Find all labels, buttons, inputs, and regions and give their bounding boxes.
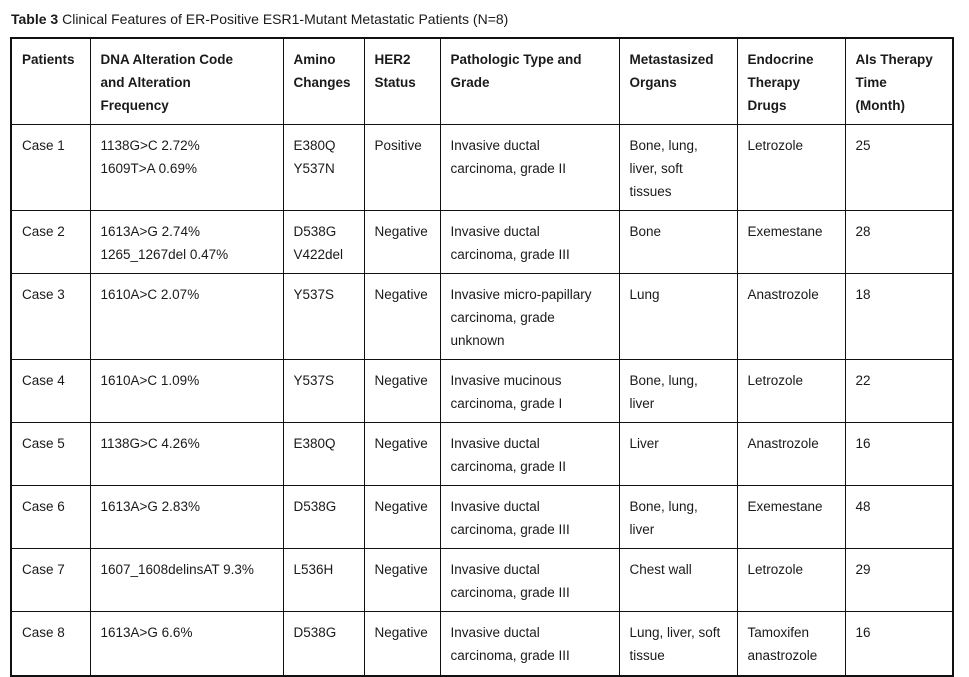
- cell-her2: Negative: [363, 485, 441, 549]
- cell-patient: Case 4: [10, 359, 91, 423]
- cell-dna: 1613A>G 6.6%: [89, 611, 284, 676]
- column-header-her2: HER2 Status: [363, 37, 441, 125]
- cell-her2: Negative: [363, 273, 441, 360]
- table-row: Case 2 1613A>G 2.74% 1265_1267del 0.47% D5…: [10, 210, 954, 274]
- cell-patient: Case 8: [10, 611, 91, 676]
- cell-drugs: Exemestane: [736, 210, 846, 274]
- table-caption: Table 3 Clinical Features of ER-Positive…: [11, 10, 969, 28]
- column-header-dna: DNA Alteration Code and Alteration Frequ…: [89, 37, 284, 125]
- column-header-time: AIs Therapy Time (Month): [844, 37, 954, 125]
- table-caption-text: Clinical Features of ER-Positive ESR1-Mu…: [62, 11, 509, 27]
- cell-her2: Positive: [363, 124, 441, 211]
- cell-dna: 1610A>C 2.07%: [89, 273, 284, 360]
- cell-her2: Negative: [363, 359, 441, 423]
- cell-organs: Bone, lung, liver, soft tissues: [618, 124, 738, 211]
- cell-pathologic: Invasive ductal carcinoma, grade III: [439, 210, 620, 274]
- cell-pathologic: Invasive micro-papillary carcinoma, grad…: [439, 273, 620, 360]
- cell-organs: Lung: [618, 273, 738, 360]
- cell-drugs: Letrozole: [736, 548, 846, 612]
- cell-patient: Case 3: [10, 273, 91, 360]
- cell-dna: 1138G>C 4.26%: [89, 422, 284, 486]
- cell-time: 16: [844, 422, 954, 486]
- cell-her2: Negative: [363, 611, 441, 676]
- cell-dna: 1613A>G 2.83%: [89, 485, 284, 549]
- cell-time: 48: [844, 485, 954, 549]
- cell-drugs: Anastrozole: [736, 422, 846, 486]
- column-header-organs: Metastasized Organs: [618, 37, 738, 125]
- table-body: Case 1 1138G>C 2.72% 1609T>A 0.69% E380Q Y…: [10, 124, 954, 676]
- page: Table 3 Clinical Features of ER-Positive…: [10, 10, 969, 677]
- table-row: Case 5 1138G>C 4.26% E380Q Negative Invasive…: [10, 422, 954, 486]
- cell-amino: D538G: [282, 611, 365, 676]
- cell-pathologic: Invasive ductal carcinoma, grade II: [439, 124, 620, 211]
- table-row: Case 6 1613A>G 2.83% D538G Negative Invasive…: [10, 485, 954, 549]
- cell-amino: Y537S: [282, 359, 365, 423]
- cell-dna: 1610A>C 1.09%: [89, 359, 284, 423]
- cell-organs: Lung, liver, soft tissue: [618, 611, 738, 676]
- cell-drugs: Anastrozole: [736, 273, 846, 360]
- clinical-features-table: Patients DNA Alteration Code and Alterati…: [10, 37, 954, 677]
- cell-amino: D538G: [282, 485, 365, 549]
- cell-pathologic: Invasive mucinous carcinoma, grade I: [439, 359, 620, 423]
- cell-dna: 1138G>C 2.72% 1609T>A 0.69%: [89, 124, 284, 211]
- cell-time: 28: [844, 210, 954, 274]
- column-header-pathologic: Pathologic Type and Grade: [439, 37, 620, 125]
- cell-amino: L536H: [282, 548, 365, 612]
- column-header-drugs: Endocrine Therapy Drugs: [736, 37, 846, 125]
- header-row: Patients DNA Alteration Code and Alterati…: [10, 37, 954, 125]
- cell-pathologic: Invasive ductal carcinoma, grade III: [439, 485, 620, 549]
- cell-organs: Chest wall: [618, 548, 738, 612]
- cell-time: 22: [844, 359, 954, 423]
- cell-her2: Negative: [363, 548, 441, 612]
- cell-pathologic: Invasive ductal carcinoma, grade III: [439, 548, 620, 612]
- table-row: Case 1 1138G>C 2.72% 1609T>A 0.69% E380Q Y…: [10, 124, 954, 211]
- table-row: Case 7 1607_1608delinsAT 9.3% L536H Negativ…: [10, 548, 954, 612]
- cell-pathologic: Invasive ductal carcinoma, grade II: [439, 422, 620, 486]
- cell-drugs: Exemestane: [736, 485, 846, 549]
- cell-amino: D538G V422del: [282, 210, 365, 274]
- table-caption-label: Table 3: [11, 11, 59, 27]
- cell-amino: E380Q: [282, 422, 365, 486]
- column-header-amino: Amino Changes: [282, 37, 365, 125]
- cell-time: 25: [844, 124, 954, 211]
- cell-dna: 1613A>G 2.74% 1265_1267del 0.47%: [89, 210, 284, 274]
- cell-her2: Negative: [363, 210, 441, 274]
- cell-amino: Y537S: [282, 273, 365, 360]
- cell-time: 18: [844, 273, 954, 360]
- table-row: Case 8 1613A>G 6.6% D538G Negative Invasive …: [10, 611, 954, 676]
- cell-pathologic: Invasive ductal carcinoma, grade III: [439, 611, 620, 676]
- table-row: Case 3 1610A>C 2.07% Y537S Negative Invasive…: [10, 273, 954, 360]
- cell-dna: 1607_1608delinsAT 9.3%: [89, 548, 284, 612]
- cell-her2: Negative: [363, 422, 441, 486]
- cell-organs: Bone, lung, liver: [618, 485, 738, 549]
- cell-drugs: Letrozole: [736, 124, 846, 211]
- cell-patient: Case 5: [10, 422, 91, 486]
- cell-patient: Case 1: [10, 124, 91, 211]
- cell-time: 29: [844, 548, 954, 612]
- cell-time: 16: [844, 611, 954, 676]
- cell-drugs: Tamoxifen anastrozole: [736, 611, 846, 676]
- cell-patient: Case 6: [10, 485, 91, 549]
- cell-organs: Bone, lung, liver: [618, 359, 738, 423]
- cell-amino: E380Q Y537N: [282, 124, 365, 211]
- cell-patient: Case 7: [10, 548, 91, 612]
- table-row: Case 4 1610A>C 1.09% Y537S Negative Invasive…: [10, 359, 954, 423]
- cell-drugs: Letrozole: [736, 359, 846, 423]
- cell-organs: Liver: [618, 422, 738, 486]
- cell-patient: Case 2: [10, 210, 91, 274]
- column-header-patient: Patients: [10, 37, 91, 125]
- cell-organs: Bone: [618, 210, 738, 274]
